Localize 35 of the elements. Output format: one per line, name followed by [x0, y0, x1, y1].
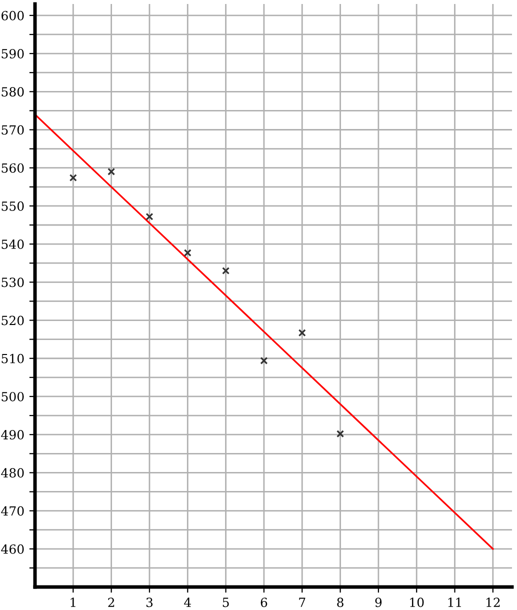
- x-tick-label: 1: [70, 598, 76, 607]
- point: [260, 356, 268, 364]
- point: [222, 266, 230, 275]
- x-tick-label: 12: [486, 598, 500, 607]
- y-tick-label: 510: [2, 354, 24, 364]
- point: [184, 249, 192, 257]
- x-tick-label: 4: [184, 598, 191, 607]
- y-tick-label: 460: [1, 544, 24, 554]
- y-tick-label: 520: [2, 316, 24, 326]
- y-tick-label: 600: [2, 10, 24, 20]
- y-tick-label: 540: [2, 240, 24, 249]
- point: [146, 212, 154, 220]
- x-tick-label: 6: [260, 598, 268, 608]
- y-tick-label: 550: [2, 201, 24, 211]
- x-tick-label: 10: [410, 598, 424, 608]
- point: [298, 329, 306, 337]
- point: [108, 168, 116, 176]
- x-tick-label: 5: [222, 598, 229, 608]
- y-tick-label: 480: [1, 468, 24, 478]
- x-tick-label: 3: [146, 598, 153, 608]
- y-tick-label: 490: [1, 430, 24, 440]
- x-tick-label: 8: [337, 598, 344, 608]
- point: [69, 174, 77, 182]
- y-tick-label: 470: [1, 506, 24, 516]
- x-tick-label: 7: [299, 598, 306, 607]
- point: [336, 430, 344, 438]
- y-tick-label: 590: [2, 49, 24, 58]
- x-tick-label: 11: [448, 598, 461, 607]
- y-tick-label: 560: [2, 163, 24, 173]
- y-tick-label: 570: [2, 125, 24, 135]
- y-tick-label: 530: [2, 278, 24, 288]
- y-tick-label: 500: [2, 392, 24, 402]
- x-tick-label: 9: [375, 598, 382, 608]
- x-tick-label: 2: [108, 598, 114, 607]
- y-tick-label: 580: [2, 87, 24, 97]
